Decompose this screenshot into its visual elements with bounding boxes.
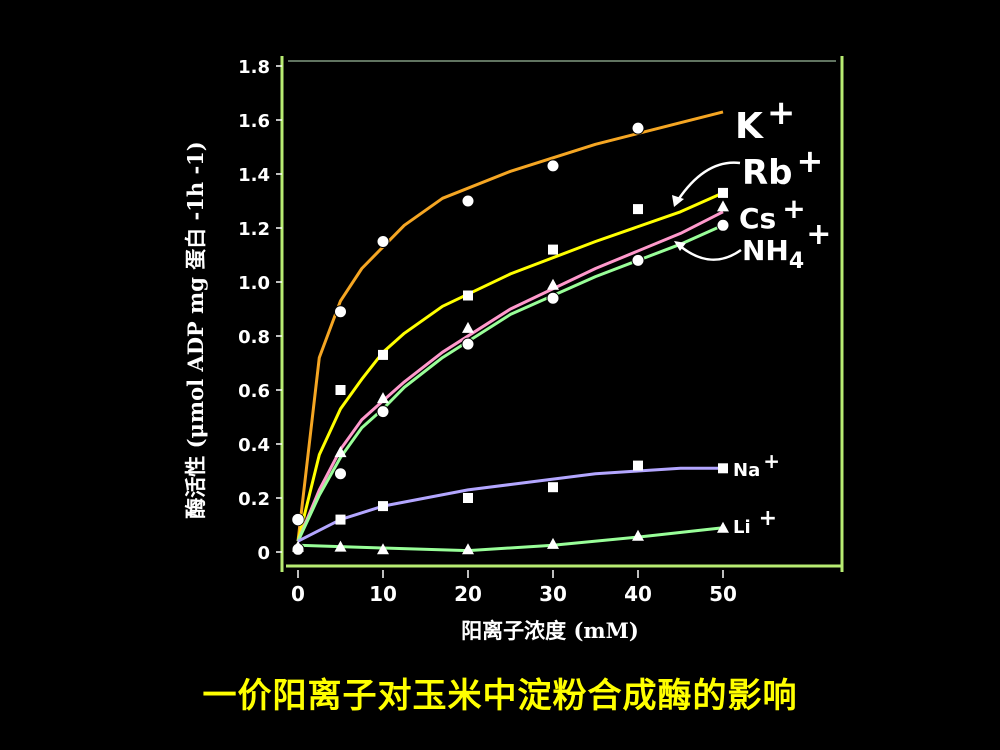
label-arrows (672, 161, 742, 262)
y-tick-label: 0 (257, 543, 270, 564)
x-tick-label: 30 (539, 582, 567, 606)
series-label-nh: NH4+ (742, 217, 831, 274)
data-point-circle (334, 305, 347, 319)
data-point-circle (376, 235, 390, 248)
data-point-triangle (632, 529, 644, 541)
data-point-square (548, 244, 558, 255)
data-point-triangle (334, 446, 347, 458)
data-point-triangle (547, 278, 559, 290)
data-point-square (633, 460, 643, 471)
data-point-circle (631, 121, 645, 135)
data-point-circle (291, 513, 305, 527)
y-tick-label: 1.4 (238, 165, 270, 186)
series-curves (296, 110, 724, 553)
series-line-k (296, 110, 724, 542)
data-point-circle (631, 253, 645, 267)
data-point-square (335, 385, 346, 395)
x-tick-label: 0 (291, 582, 305, 606)
y-tick-label: 1.8 (238, 57, 270, 78)
x-axis-title: 阳离子浓度 (mM) (461, 618, 639, 643)
series-label-cs: Cs + (739, 192, 806, 235)
data-point-circle (546, 291, 560, 305)
data-point-triangle (717, 200, 729, 212)
x-tick-label: 20 (454, 582, 482, 606)
data-point-circle (716, 218, 730, 232)
data-point-square (463, 493, 473, 503)
data-point-square (378, 501, 388, 512)
series-line-nh (296, 223, 724, 542)
data-point-circle (334, 467, 347, 481)
rb-pointer-arrow (676, 161, 741, 201)
series-label-k: K + (735, 93, 795, 147)
data-point-triangle (717, 521, 729, 533)
series-label-li: Li + (733, 506, 777, 538)
y-tick-label: 0.4 (238, 435, 270, 456)
x-tick-label: 50 (709, 582, 737, 606)
data-point-triangle (377, 543, 389, 555)
y-tick-label: 0.8 (238, 327, 270, 348)
nh4-arrowhead (674, 241, 686, 251)
y-tick-label: 0.2 (238, 489, 270, 510)
x-axis-ticks: 0 10 20 30 40 50 (291, 570, 737, 606)
data-point-circle (376, 405, 390, 419)
data-point-open-circle (292, 513, 304, 526)
data-point-square (718, 463, 728, 474)
data-point-square (633, 204, 643, 215)
nh4-pointer-arrow (679, 245, 742, 262)
data-point-square (378, 349, 388, 360)
y-axis-ticks: 0 0.2 0.4 0.6 0.8 1.0 1.2 1.4 1.6 1.8 (238, 57, 282, 564)
series-line-rb (296, 191, 724, 542)
y-tick-label: 1.6 (238, 111, 270, 132)
plot-frame (280, 56, 844, 572)
series-markers (291, 121, 730, 556)
data-point-triangle (547, 537, 559, 549)
series-line-cs (296, 210, 724, 542)
data-point-triangle (334, 540, 347, 552)
y-tick-label: 0.6 (238, 381, 270, 402)
data-point-triangle (462, 543, 474, 555)
slide-caption: 一价阳离子对玉米中淀粉合成酶的影响 (202, 676, 798, 716)
series-labels: K +Rb +Cs +NH4+ Na + Li + (733, 93, 831, 538)
series-label-rb: Rb + (742, 142, 823, 193)
data-point-circle (546, 159, 560, 173)
data-point-square (548, 482, 558, 493)
y-axis-title: 酶活性 (μmol ADP mg 蛋白 -1h -1) (183, 141, 208, 518)
data-point-triangle (462, 321, 474, 333)
y-tick-label: 1.2 (238, 219, 270, 240)
series-line-na (297, 466, 723, 543)
data-point-square (718, 187, 728, 198)
data-point-circle (461, 194, 475, 208)
data-point-square (335, 514, 346, 525)
x-tick-label: 40 (624, 582, 652, 606)
data-point-square (463, 290, 473, 301)
series-line-li (297, 526, 724, 553)
rb-arrowhead (672, 195, 684, 207)
data-point-triangle (377, 392, 389, 404)
x-tick-label: 10 (369, 582, 397, 606)
series-label-na: Na + (733, 449, 780, 481)
data-point-triangle (292, 540, 304, 552)
data-point-circle (461, 337, 475, 351)
y-tick-label: 1.0 (238, 273, 270, 294)
